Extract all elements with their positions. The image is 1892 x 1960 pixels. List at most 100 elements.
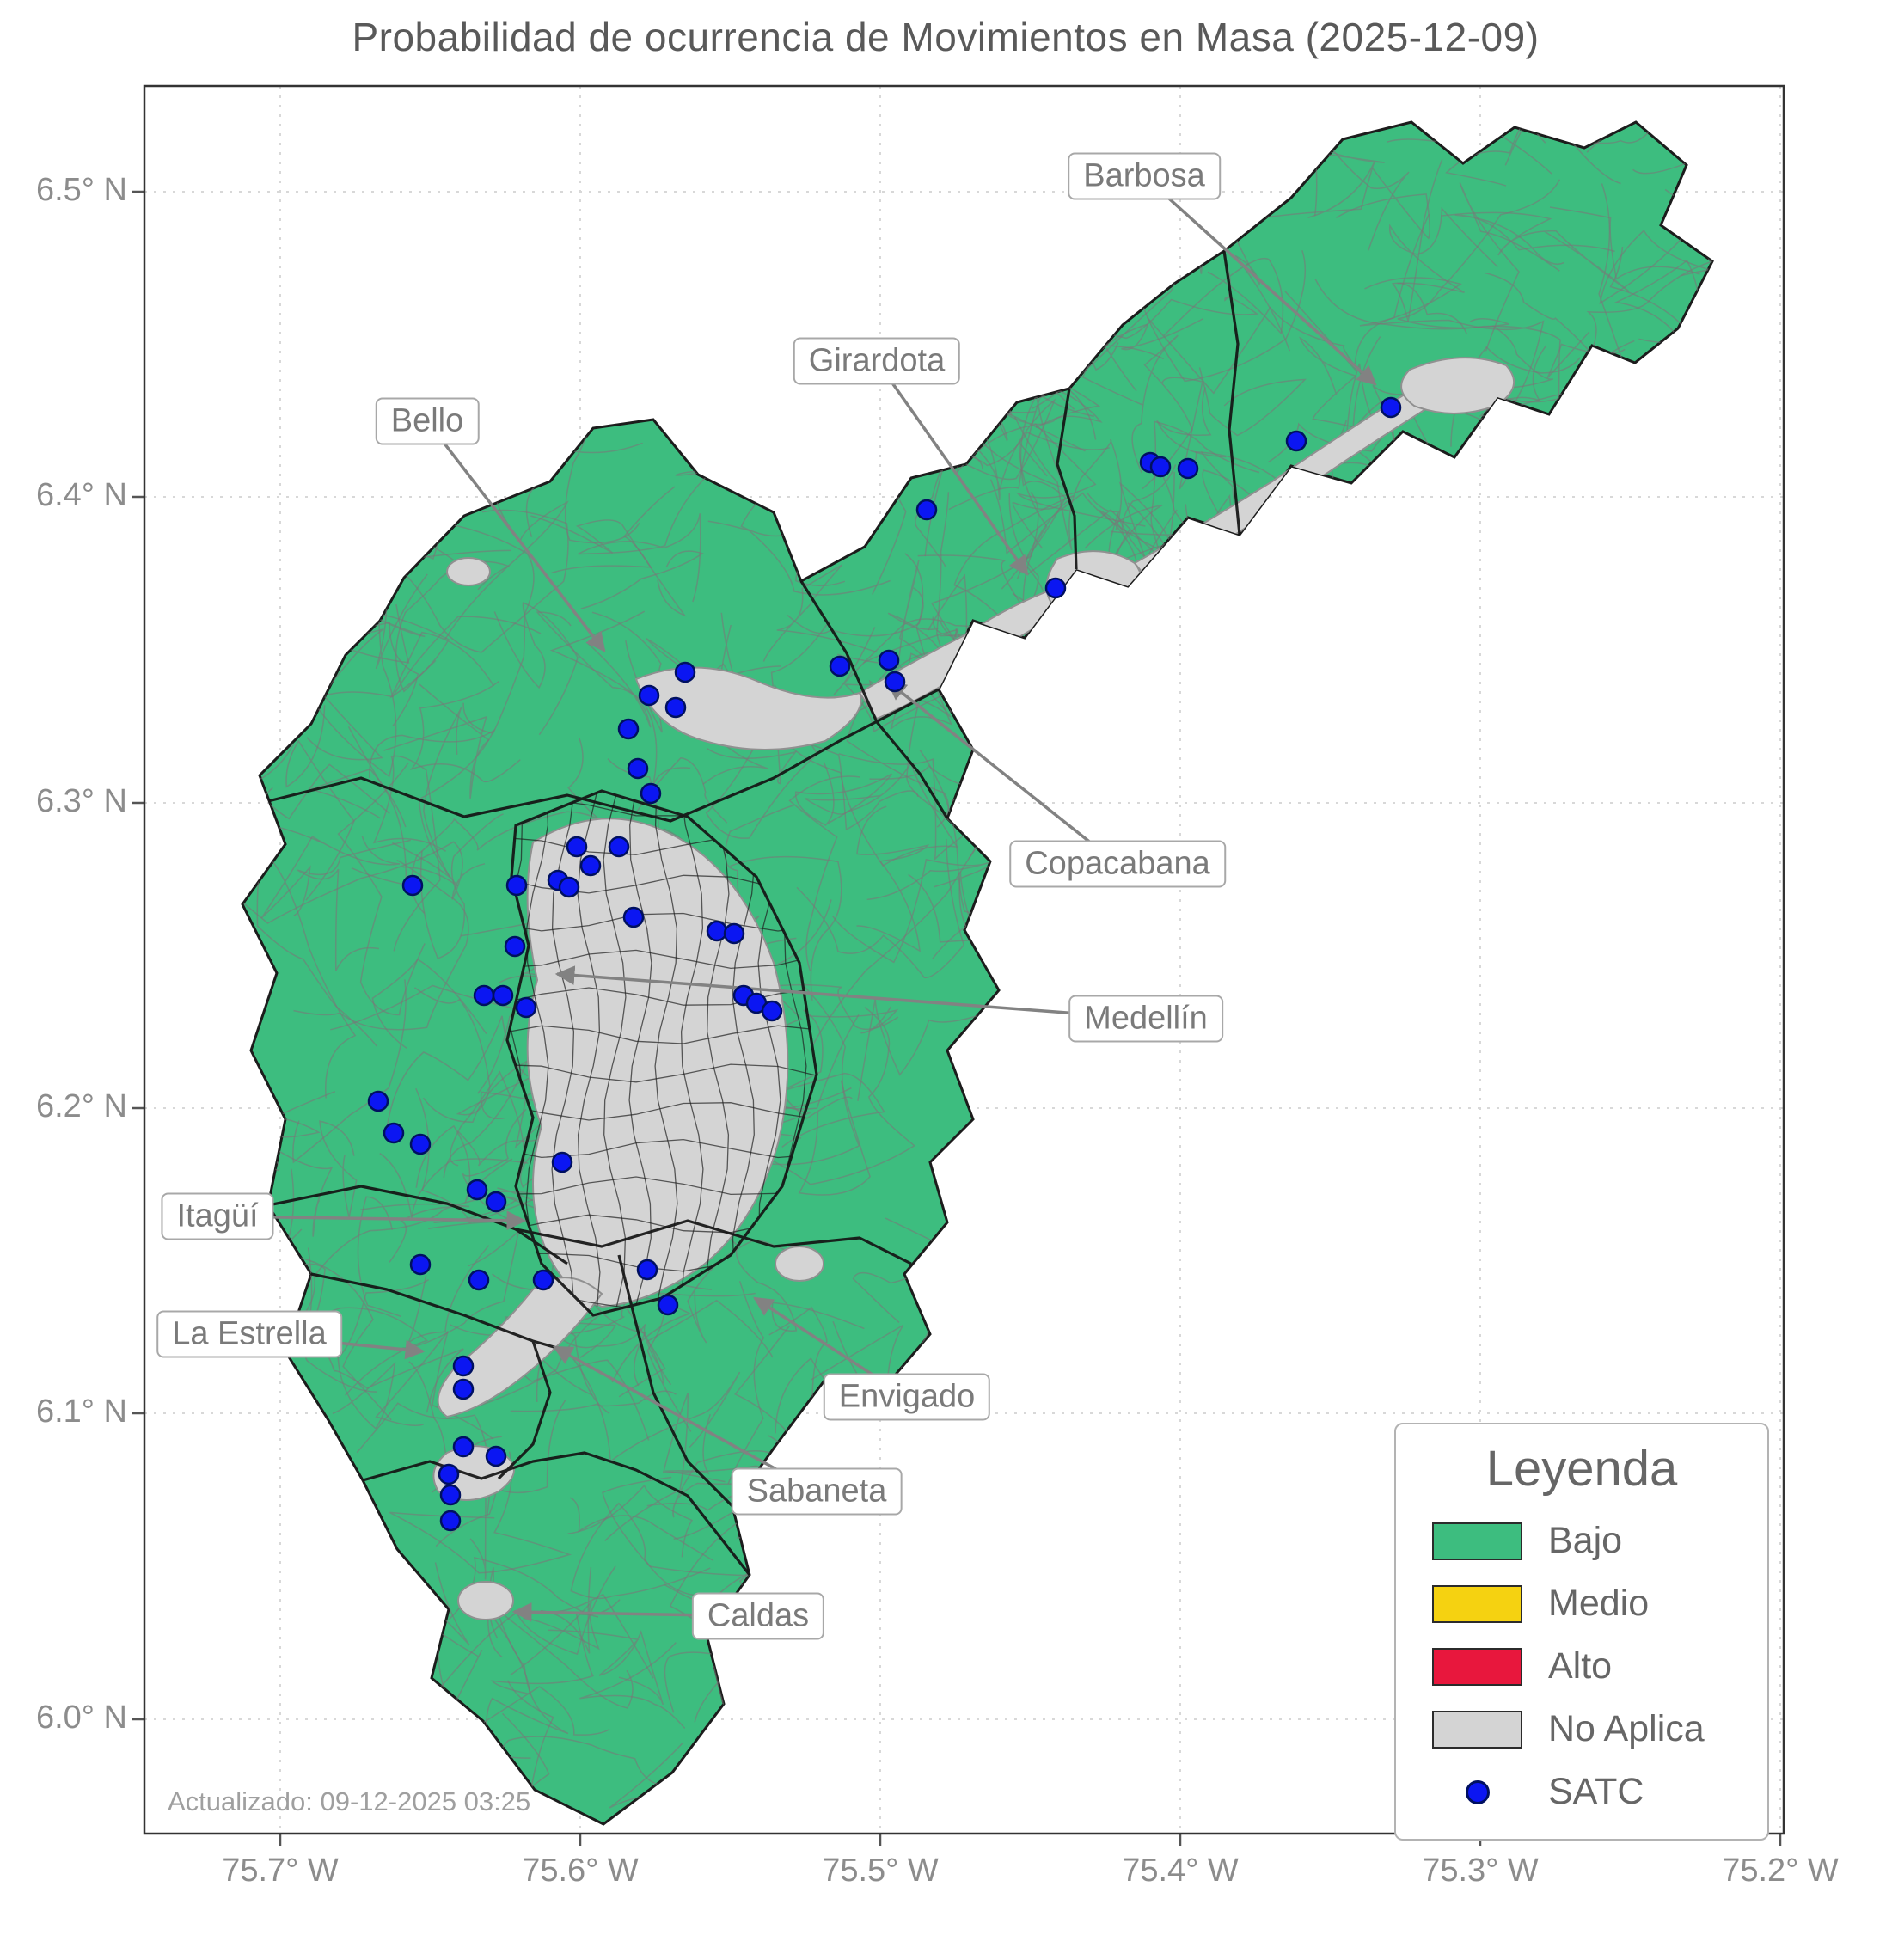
- legend-label-no-aplica: No Aplica: [1548, 1708, 1705, 1749]
- comuna-line: [507, 1063, 817, 1083]
- vereda-line: [1391, 159, 1467, 334]
- vereda-line: [572, 1357, 741, 1463]
- annotation-label-girardota: Girardota: [793, 337, 961, 385]
- x-tick-label: 75.4° W: [1122, 1853, 1239, 1889]
- boundary-sabaneta-envigado: [617, 1254, 734, 1508]
- satc-point: [878, 649, 900, 671]
- legend-label-medio: Medio: [1548, 1583, 1650, 1624]
- vereda-line: [375, 1331, 494, 1440]
- vereda-line: [1198, 367, 1307, 437]
- vereda-line: [995, 378, 1103, 452]
- vereda-line: [727, 1281, 765, 1484]
- boundary-copacabana-girardota: [1056, 388, 1078, 570]
- vereda-line: [1299, 336, 1362, 431]
- vereda-line: [1397, 179, 1561, 329]
- satc-point: [468, 1269, 490, 1291]
- boundary-bello-medellin: [257, 688, 940, 823]
- satc-point: [638, 684, 660, 707]
- vereda-line: [1389, 206, 1498, 294]
- vereda-line: [707, 520, 891, 596]
- annotation-arrow: [875, 359, 1029, 576]
- vereda-line: [481, 1680, 554, 1824]
- comuna-line: [603, 791, 627, 1308]
- vereda-line: [260, 836, 401, 919]
- satc-point: [485, 1191, 507, 1213]
- satc-point: [706, 920, 728, 942]
- vereda-line: [604, 1393, 811, 1541]
- satc-point: [452, 1436, 475, 1458]
- satc-point: [579, 854, 602, 877]
- vereda-line: [409, 681, 521, 783]
- comuna-line: [507, 1176, 817, 1196]
- vereda-line: [309, 769, 407, 828]
- updated-timestamp: Actualizado: 09-12-2025 03:25: [168, 1786, 531, 1816]
- no-aplica-west-spot: [446, 557, 491, 586]
- vereda-line: [1146, 306, 1367, 395]
- vereda-line: [569, 1497, 713, 1561]
- y-tick-label: 6.1° N: [35, 1393, 127, 1430]
- figure-title: Probabilidad de ocurrencia de Movimiento…: [352, 15, 1540, 59]
- annotation-arrow: [553, 1345, 817, 1493]
- vereda-line: [805, 762, 912, 815]
- vereda-line: [1632, 161, 1712, 230]
- legend-dot-slot: [1432, 1773, 1522, 1811]
- satc-point: [617, 718, 640, 740]
- vereda-line: [548, 1629, 664, 1706]
- vereda-line: [787, 553, 924, 637]
- vereda-line: [357, 1196, 401, 1318]
- annotation-arrows: [217, 175, 1377, 1622]
- vereda-line: [375, 509, 569, 653]
- vereda-line: [1284, 213, 1430, 371]
- satc-point: [674, 661, 696, 683]
- annotation-arrow: [426, 420, 606, 652]
- vereda-line: [389, 1451, 572, 1574]
- satc-points: [367, 396, 1402, 1532]
- satc-point: [439, 1510, 462, 1532]
- comuna-line: [507, 1138, 817, 1159]
- legend-item-medio: Medio: [1396, 1572, 1767, 1635]
- vereda-line: [401, 1229, 520, 1349]
- satc-point: [504, 935, 526, 958]
- vereda-line: [1459, 182, 1560, 352]
- vereda-line: [798, 1080, 871, 1196]
- comuna-line: [507, 1101, 817, 1121]
- vereda-line: [337, 762, 426, 1016]
- y-tick-label: 6.4° N: [35, 477, 127, 513]
- satc-point: [401, 874, 424, 897]
- vereda-line: [719, 1007, 916, 1185]
- x-tick-label: 75.3° W: [1422, 1853, 1539, 1889]
- comuna-line: [507, 949, 817, 970]
- vereda-line: [1599, 230, 1712, 305]
- legend-item-bajo: Bajo: [1396, 1510, 1767, 1572]
- satc-point: [829, 655, 851, 677]
- legend-swatch-medio: [1432, 1584, 1522, 1623]
- legend-item-alto: Alto: [1396, 1635, 1767, 1698]
- legend-label-bajo: Bajo: [1548, 1520, 1623, 1561]
- vereda-line: [372, 755, 446, 952]
- comuna-line: [680, 791, 704, 1308]
- vereda-line: [1445, 122, 1541, 187]
- vereda-line: [1131, 334, 1193, 490]
- satc-point: [608, 836, 630, 858]
- legend-items: Bajo Medio Alto No Aplica SATC: [1396, 1510, 1767, 1823]
- legend-swatch-bajo: [1432, 1522, 1522, 1560]
- vereda-line: [411, 811, 609, 914]
- legend-label-alto: Alto: [1548, 1645, 1613, 1687]
- vereda-line: [578, 456, 731, 603]
- satc-point: [367, 1090, 389, 1112]
- vereda-line: [297, 1256, 392, 1421]
- vereda-line: [1156, 387, 1227, 458]
- vereda-line: [788, 775, 860, 971]
- y-tick-label: 6.3° N: [35, 783, 127, 819]
- vereda-line: [646, 1299, 774, 1384]
- satc-point: [439, 1484, 462, 1506]
- comuna-line: [507, 987, 817, 1006]
- vereda-line: [856, 805, 930, 952]
- satc-point: [551, 1151, 573, 1173]
- satc-point: [492, 984, 514, 1007]
- vereda-line: [1163, 257, 1284, 337]
- boundary-girardota-barbosa: [1222, 250, 1241, 536]
- vereda-line: [762, 564, 878, 662]
- vereda-line: [646, 1292, 756, 1432]
- satc-point: [1380, 396, 1402, 419]
